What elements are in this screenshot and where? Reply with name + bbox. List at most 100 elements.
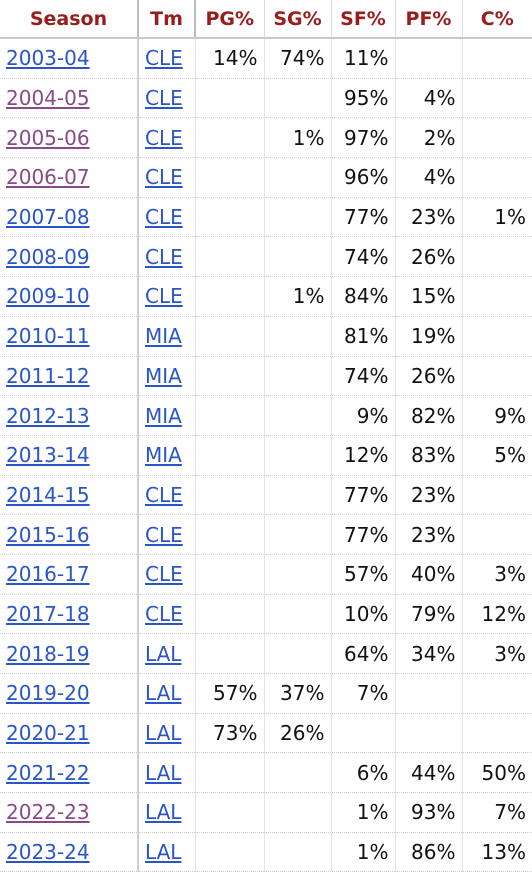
season-link[interactable]: 2006-07 (6, 165, 90, 190)
team-link[interactable]: LAL (145, 641, 182, 666)
table-row: 2010-11 MIA 81% 19% (0, 316, 532, 357)
c-pct-cell (461, 38, 532, 79)
season-link[interactable]: 2016-17 (6, 562, 90, 587)
sf-pct-cell: 57% (330, 554, 395, 595)
team-link[interactable]: LAL (145, 800, 182, 825)
team-cell: CLE (137, 475, 195, 516)
season-cell: 2003-04 (0, 38, 138, 79)
c-pct-cell (461, 316, 532, 357)
sf-pct-cell (330, 713, 395, 754)
season-link[interactable]: 2003-04 (6, 46, 90, 71)
pg-pct-cell (194, 633, 264, 674)
c-pct-cell: 3% (461, 633, 532, 674)
pf-pct-cell: 2% (394, 117, 462, 159)
team-link[interactable]: MIA (145, 324, 182, 349)
sf-pct-cell: 11% (330, 38, 395, 79)
season-link[interactable]: 2022-23 (6, 800, 90, 825)
pg-pct-cell (194, 554, 264, 595)
sf-pct-cell: 77% (330, 197, 395, 238)
team-cell: CLE (137, 236, 195, 278)
pg-pct-cell (194, 792, 264, 833)
header-season[interactable]: Season (0, 0, 138, 39)
season-link[interactable]: 2017-18 (6, 601, 90, 626)
team-link[interactable]: CLE (145, 244, 183, 269)
header-pg-pct[interactable]: PG% (194, 0, 264, 39)
season-link[interactable]: 2012-13 (6, 403, 90, 428)
team-cell: LAL (137, 633, 195, 674)
season-link[interactable]: 2010-11 (6, 324, 90, 349)
team-link[interactable]: CLE (145, 46, 183, 71)
team-cell: CLE (137, 276, 195, 317)
sg-pct-cell: 26% (263, 713, 331, 754)
season-link[interactable]: 2018-19 (6, 641, 90, 666)
season-link[interactable]: 2019-20 (6, 681, 90, 706)
team-cell: LAL (137, 713, 195, 754)
header-sf-pct[interactable]: SF% (330, 0, 395, 39)
header-sg-pct[interactable]: SG% (263, 0, 331, 39)
sg-pct-cell (263, 356, 331, 397)
season-link[interactable]: 2008-09 (6, 244, 90, 269)
team-link[interactable]: CLE (145, 165, 183, 190)
sg-pct-cell (263, 633, 331, 674)
c-pct-cell (461, 713, 532, 754)
sg-pct-cell (263, 316, 331, 357)
sf-pct-cell: 77% (330, 514, 395, 555)
season-link[interactable]: 2014-15 (6, 482, 90, 507)
sf-pct-cell: 77% (330, 475, 395, 516)
sg-pct-cell: 1% (263, 117, 331, 159)
team-link[interactable]: CLE (145, 205, 183, 230)
pg-pct-cell (194, 197, 264, 238)
team-link[interactable]: CLE (145, 86, 183, 111)
season-link[interactable]: 2015-16 (6, 522, 90, 547)
header-c-pct[interactable]: C% (461, 0, 532, 39)
season-link[interactable]: 2011-12 (6, 363, 90, 388)
season-link[interactable]: 2007-08 (6, 205, 90, 230)
team-link[interactable]: CLE (145, 125, 183, 150)
pg-pct-cell: 14% (194, 38, 264, 79)
season-link[interactable]: 2020-21 (6, 721, 90, 746)
team-link[interactable]: CLE (145, 482, 183, 507)
c-pct-cell (461, 475, 532, 516)
team-link[interactable]: MIA (145, 363, 182, 388)
team-link[interactable]: LAL (145, 721, 182, 746)
c-pct-cell: 7% (461, 792, 532, 833)
header-pf-pct[interactable]: PF% (394, 0, 462, 39)
header-team[interactable]: Tm (137, 0, 195, 39)
sf-pct-cell: 7% (330, 673, 395, 714)
team-link[interactable]: CLE (145, 284, 183, 309)
season-link[interactable]: 2013-14 (6, 443, 90, 468)
season-link[interactable]: 2023-24 (6, 840, 90, 865)
pg-pct-cell (194, 276, 264, 317)
table-row: 2012-13 MIA 9% 82% 9% (0, 395, 532, 436)
team-link[interactable]: MIA (145, 403, 182, 428)
team-link[interactable]: LAL (145, 840, 182, 865)
sg-pct-cell (263, 157, 331, 198)
sf-pct-cell: 74% (330, 356, 395, 397)
pf-pct-cell: 26% (394, 236, 462, 278)
team-link[interactable]: LAL (145, 760, 182, 785)
team-link[interactable]: CLE (145, 522, 183, 547)
team-link[interactable]: LAL (145, 681, 182, 706)
team-link[interactable]: MIA (145, 443, 182, 468)
season-link[interactable]: 2004-05 (6, 86, 90, 111)
pf-pct-cell: 93% (394, 792, 462, 833)
table-row: 2018-19 LAL 64% 34% 3% (0, 633, 532, 674)
pg-pct-cell (194, 78, 264, 119)
c-pct-cell (461, 356, 532, 397)
team-link[interactable]: CLE (145, 601, 183, 626)
season-link[interactable]: 2021-22 (6, 760, 90, 785)
pg-pct-cell (194, 475, 264, 516)
season-link[interactable]: 2009-10 (6, 284, 90, 309)
sf-pct-cell: 9% (330, 395, 395, 436)
team-cell: CLE (137, 554, 195, 595)
sf-pct-cell: 12% (330, 435, 395, 476)
table-row: 2007-08 CLE 77% 23% 1% (0, 197, 532, 238)
season-link[interactable]: 2005-06 (6, 125, 90, 150)
team-link[interactable]: CLE (145, 562, 183, 587)
table-header: Season Tm PG% SG% SF% PF% C% (0, 0, 532, 39)
table-row: 2014-15 CLE 77% 23% (0, 475, 532, 516)
pg-pct-cell (194, 117, 264, 159)
team-cell: MIA (137, 356, 195, 397)
pf-pct-cell: 15% (394, 276, 462, 317)
